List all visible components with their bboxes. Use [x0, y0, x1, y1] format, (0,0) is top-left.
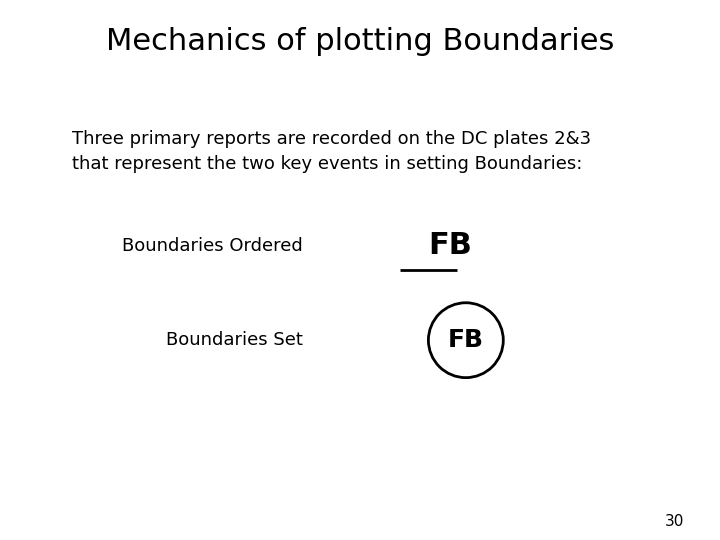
Text: 30: 30 — [665, 514, 684, 529]
Text: Boundaries Set: Boundaries Set — [166, 331, 302, 349]
Text: Three primary reports are recorded on the DC plates 2&3
that represent the two k: Three primary reports are recorded on th… — [72, 130, 591, 173]
Text: Mechanics of plotting Boundaries: Mechanics of plotting Boundaries — [106, 27, 614, 56]
Text: Boundaries Ordered: Boundaries Ordered — [122, 237, 302, 255]
Text: FB: FB — [428, 231, 472, 260]
Text: FB: FB — [448, 328, 484, 352]
